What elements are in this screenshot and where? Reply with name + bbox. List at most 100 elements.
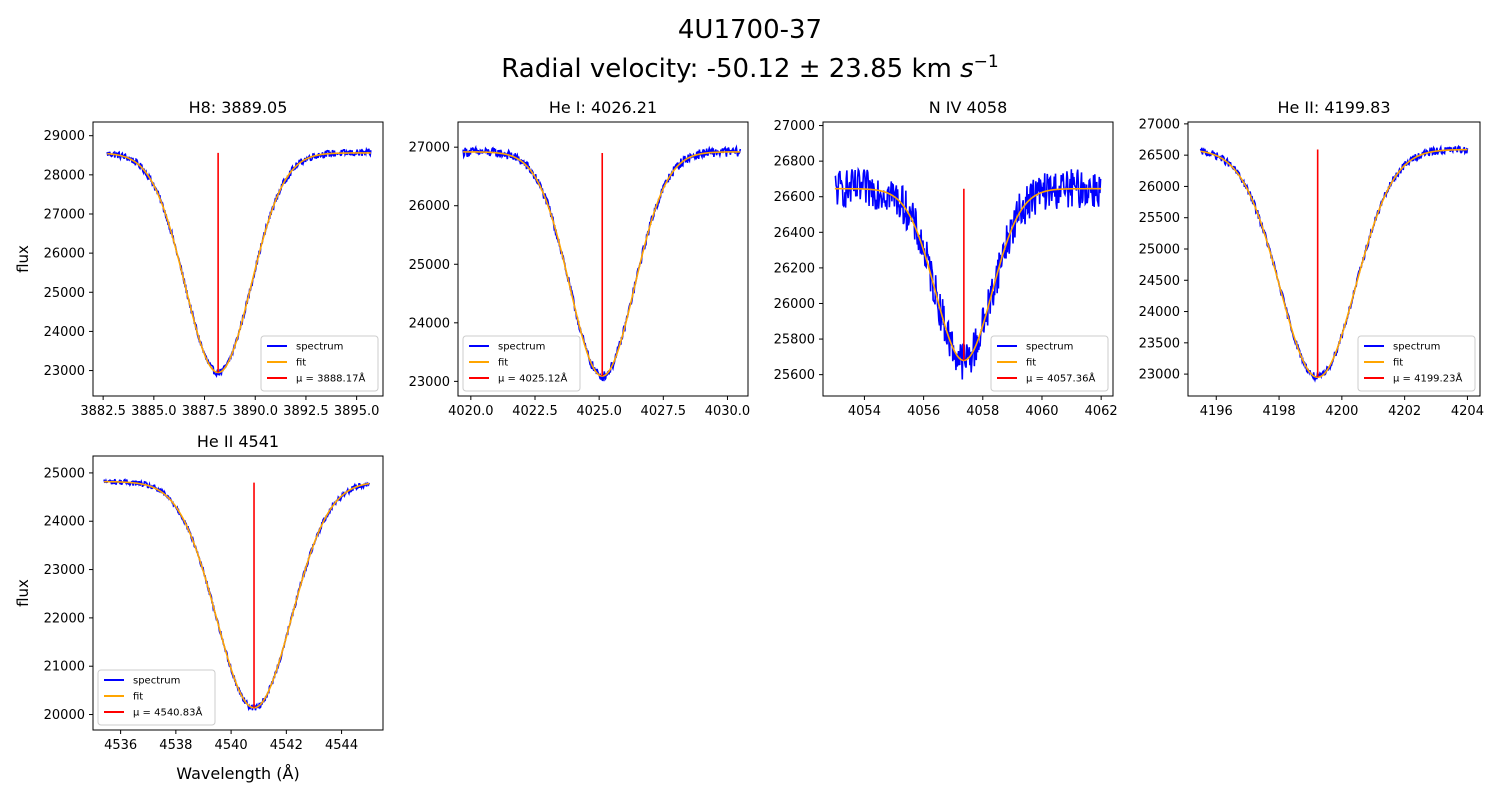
y-tick-label: 26600 [774, 190, 815, 205]
x-axis: 3882.5 3885.0 3887.5 3890.0 3892.5 3895.0 [80, 396, 379, 419]
x-tick-label: 4025.0 [576, 404, 622, 419]
y-axis-label: flux [14, 245, 32, 273]
x-tick-label: 4027.5 [641, 404, 687, 419]
y-tick-label: 24000 [44, 515, 85, 530]
legend: spectrum fit μ = 4057.36Å [990, 335, 1109, 392]
figure-subtitle: Radial velocity: -50.12 ± 23.85 km s−1 [501, 52, 998, 84]
y-tick-label: 29000 [44, 129, 85, 144]
legend-box [990, 335, 1109, 392]
y-tick-label: 25000 [44, 286, 85, 301]
y-tick-label: 25000 [1139, 242, 1180, 257]
subplot-5: He II 4541 4536 4538 4540 4542 4544 20000 21000… [14, 432, 384, 783]
y-tick-label: 23000 [1139, 368, 1180, 383]
spectrum-line [834, 166, 1102, 380]
subplot-4: He II: 4199.83 4196 4198 4200 4202 4204 23000 2… [1139, 98, 1484, 419]
x-tick-label: 4204 [1451, 404, 1484, 419]
y-tick-label: 25000 [409, 258, 450, 273]
legend-fit-label: fit [296, 358, 306, 369]
legend-spectrum-label: spectrum [1026, 342, 1073, 353]
x-tick-label: 4538 [159, 738, 192, 753]
y-tick-label: 28000 [44, 168, 85, 183]
x-axis-label: Wavelength (Å) [176, 764, 299, 783]
y-tick-label: 27000 [1139, 117, 1180, 132]
y-axis: 23000 23500 24000 24500 25000 25500 26000 26500… [1139, 117, 1188, 383]
plot-area [106, 146, 372, 378]
panels-container: H8: 3889.05 3882.5 3885.0 3887.5 3890.0 3892.… [14, 98, 1484, 783]
subplot-title: N IV 4058 [929, 98, 1008, 117]
axes-frame [1187, 121, 1481, 397]
y-tick-label: 24000 [1139, 305, 1180, 320]
x-tick-label: 4202 [1388, 404, 1421, 419]
axes-frame [92, 455, 384, 731]
y-tick-label: 27000 [409, 141, 450, 156]
fit-line [1200, 148, 1468, 379]
y-tick-label: 27000 [44, 207, 85, 222]
legend-spectrum-label: spectrum [296, 342, 343, 353]
legend-fit-label: fit [498, 358, 508, 369]
axes-frame [457, 121, 749, 397]
legend-mu-label: μ = 4025.12Å [498, 372, 567, 385]
y-tick-label: 26200 [774, 261, 815, 276]
x-axis: 4196 4198 4200 4202 4204 [1200, 396, 1484, 419]
y-tick-label: 24000 [409, 316, 450, 331]
x-tick-label: 4196 [1200, 404, 1233, 419]
x-tick-label: 3892.5 [283, 404, 329, 419]
y-axis: 25600 25800 26000 26200 26400 26600 26800 27000 [774, 119, 823, 383]
legend-spectrum-label: spectrum [133, 676, 180, 687]
legend-mu-label: μ = 4199.23Å [1393, 372, 1462, 385]
legend-fit-label: fit [1026, 358, 1036, 369]
legend-spectrum-label: spectrum [1393, 342, 1440, 353]
plot-area [834, 166, 1102, 380]
x-tick-label: 4022.5 [512, 404, 558, 419]
x-tick-label: 4056 [907, 404, 940, 419]
subtitle-prefix: Radial velocity: -50.12 ± 23.85 km [501, 54, 960, 84]
x-axis: 4020.0 4022.5 4025.0 4027.5 4030.0 [448, 396, 750, 419]
subplot-title: He II: 4199.83 [1277, 98, 1390, 117]
x-tick-label: 4544 [325, 738, 358, 753]
subtitle-unit-exponent: −1 [974, 52, 999, 72]
y-tick-label: 26800 [774, 155, 815, 170]
legend: spectrum fit μ = 4199.23Å [1357, 335, 1476, 392]
y-tick-label: 26500 [1139, 149, 1180, 164]
x-tick-label: 4060 [1025, 404, 1058, 419]
y-axis-label: flux [14, 579, 32, 607]
subtitle-unit-base: s [960, 54, 974, 84]
y-tick-label: 23000 [44, 563, 85, 578]
axes-frame [822, 121, 1114, 397]
y-tick-label: 21000 [44, 660, 85, 675]
y-tick-label: 25800 [774, 333, 815, 348]
x-tick-label: 4020.0 [448, 404, 494, 419]
legend-spectrum-label: spectrum [498, 342, 545, 353]
x-tick-label: 3887.5 [182, 404, 228, 419]
subplot-title: He II 4541 [197, 432, 279, 451]
x-tick-label: 3890.0 [232, 404, 278, 419]
legend-mu-label: μ = 3888.17Å [296, 372, 365, 385]
y-tick-label: 20000 [44, 708, 85, 723]
x-tick-label: 4030.0 [705, 404, 751, 419]
legend-mu-label: μ = 4057.36Å [1026, 372, 1095, 385]
y-axis: 20000 21000 22000 23000 24000 25000 [44, 466, 93, 723]
x-tick-label: 4200 [1325, 404, 1358, 419]
x-axis: 4054 4056 4058 4060 4062 [848, 396, 1118, 419]
x-tick-label: 3895.0 [334, 404, 380, 419]
y-tick-label: 26000 [44, 247, 85, 262]
x-tick-label: 4542 [270, 738, 303, 753]
y-tick-label: 23000 [409, 375, 450, 390]
y-tick-label: 23500 [1139, 336, 1180, 351]
legend-mu-label: μ = 4540.83Å [133, 706, 202, 719]
legend-box [260, 335, 379, 392]
x-tick-label: 4198 [1263, 404, 1296, 419]
plot-area [103, 478, 370, 712]
y-tick-label: 23000 [44, 364, 85, 379]
x-tick-label: 3885.0 [131, 404, 177, 419]
y-tick-label: 26000 [774, 297, 815, 312]
x-tick-label: 3882.5 [80, 404, 126, 419]
axes-frame [92, 121, 384, 397]
subplot-title: He I: 4026.21 [549, 98, 657, 117]
figure-title: 4U1700-37 [678, 15, 822, 45]
legend-box [1357, 335, 1476, 392]
subplot-2: He I: 4026.21 4020.0 4022.5 4025.0 4027.5 403… [409, 98, 751, 419]
y-tick-label: 26000 [409, 199, 450, 214]
x-tick-label: 4540 [215, 738, 248, 753]
